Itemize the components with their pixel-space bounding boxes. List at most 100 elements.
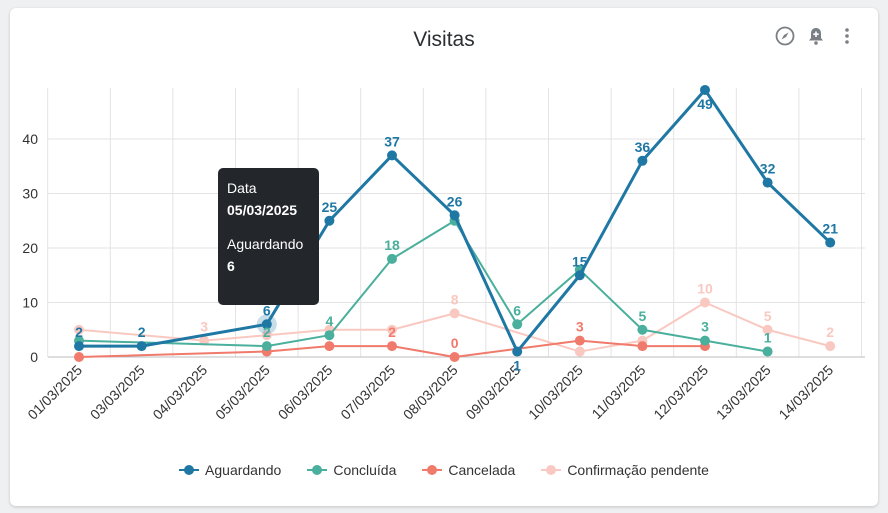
- data-point: [637, 341, 648, 352]
- x-tick-label: 13/03/2025: [713, 362, 774, 423]
- x-tick-label: 08/03/2025: [400, 362, 461, 423]
- data-label: 2: [138, 324, 146, 340]
- compass-icon[interactable]: [773, 24, 797, 48]
- data-point: [449, 210, 460, 221]
- data-label: 10: [697, 281, 713, 297]
- legend-marker: [541, 465, 562, 475]
- tooltip-value-date: 05/03/2025: [227, 202, 298, 218]
- y-tick-label: 10: [22, 295, 38, 311]
- data-label: 21: [822, 221, 838, 237]
- tooltip-label-series: Aguardando: [227, 236, 304, 252]
- legend-item[interactable]: Concluída: [307, 462, 396, 478]
- chart-title: Visitas: [413, 28, 475, 51]
- data-point: [762, 324, 773, 335]
- legend-label: Concluída: [333, 462, 397, 478]
- legend-item[interactable]: Aguardando: [179, 462, 281, 478]
- x-tick-label: 01/03/2025: [24, 362, 85, 423]
- data-label: 32: [760, 161, 776, 177]
- legend-label: Confirmação pendente: [567, 462, 709, 478]
- x-tick-label: 07/03/2025: [337, 362, 398, 423]
- data-label: 2: [75, 324, 83, 340]
- legend-item[interactable]: Cancelada: [422, 462, 515, 478]
- data-label: 6: [513, 302, 521, 318]
- data-point: [324, 215, 335, 226]
- x-tick-label: 04/03/2025: [149, 362, 210, 423]
- data-point: [512, 346, 523, 357]
- data-point: [387, 253, 397, 264]
- chart-legend: Aguardando Concluída Cancelada Confirmação …: [10, 462, 878, 478]
- data-point: [74, 324, 84, 335]
- data-point: [387, 341, 397, 352]
- data-point: [387, 324, 397, 335]
- data-label: 3: [701, 319, 709, 335]
- x-tick-label: 10/03/2025: [525, 362, 586, 423]
- legend-label: Aguardando: [205, 462, 282, 478]
- chart-tooltip: Data 05/03/2025 Aguardando 6: [218, 168, 319, 305]
- x-tick-label: 14/03/2025: [775, 362, 836, 423]
- series-line: [78, 219, 768, 353]
- data-label: 15: [572, 253, 588, 269]
- series-line: [78, 339, 705, 358]
- data-point: [574, 270, 585, 281]
- legend-marker: [422, 465, 443, 475]
- legend-item[interactable]: Confirmação pendente: [541, 462, 709, 478]
- data-label: 49: [697, 96, 713, 112]
- data-point: [700, 297, 710, 308]
- data-point: [261, 341, 272, 352]
- data-label: 1: [764, 330, 772, 346]
- data-point: [762, 177, 773, 188]
- data-label: 36: [635, 139, 651, 155]
- data-point: [324, 330, 335, 341]
- legend-label: Cancelada: [448, 462, 516, 478]
- x-tick-label: 12/03/2025: [650, 362, 711, 423]
- data-label: 4: [326, 313, 334, 329]
- x-tick-label: 03/03/2025: [87, 362, 148, 423]
- y-tick-label: 40: [22, 131, 38, 147]
- data-point: [449, 352, 460, 362]
- data-point: [74, 352, 84, 362]
- data-label: 8: [451, 291, 459, 307]
- data-point: [199, 335, 210, 346]
- data-label: 0: [451, 335, 459, 351]
- data-label: 2: [388, 324, 396, 340]
- data-point: [825, 237, 836, 248]
- data-point: [512, 319, 523, 330]
- data-point: [637, 324, 648, 335]
- data-label: 2: [826, 324, 834, 340]
- x-tick-label: 05/03/2025: [212, 362, 273, 423]
- x-tick-label: 06/03/2025: [275, 362, 336, 423]
- data-label: 3: [200, 319, 208, 335]
- legend-marker: [307, 465, 328, 475]
- highlight-ring: [256, 314, 277, 335]
- data-label: 18: [384, 237, 400, 253]
- series-line: [79, 88, 832, 354]
- more-vert-icon[interactable]: [835, 24, 859, 48]
- data-point: [700, 335, 710, 346]
- data-point: [387, 150, 397, 161]
- data-label: 6: [263, 302, 271, 318]
- data-label: 25: [322, 199, 338, 215]
- data-point: [825, 341, 836, 352]
- y-tick-label: 30: [22, 186, 38, 202]
- data-point: [700, 84, 710, 95]
- data-point: [261, 319, 272, 330]
- x-tick-label: 11/03/2025: [588, 362, 648, 422]
- data-point: [136, 341, 147, 352]
- data-point: [574, 335, 585, 346]
- data-label: 26: [447, 193, 463, 209]
- y-tick-label: 20: [22, 240, 38, 256]
- bell-plus-icon[interactable]: [804, 24, 828, 48]
- data-point: [74, 341, 84, 352]
- chart-card: Visitas 0 10 20 30 40 01/03/2025 03/03/2025 04/…: [10, 8, 878, 506]
- tooltip-label-date: Data: [227, 180, 257, 196]
- data-label: 2: [263, 324, 271, 340]
- y-tick-label: 0: [30, 349, 38, 365]
- data-label: 1: [513, 358, 521, 374]
- data-label: 5: [764, 308, 772, 324]
- data-point: [637, 155, 648, 166]
- data-label: 3: [576, 319, 584, 335]
- data-point: [762, 346, 773, 357]
- data-point: [449, 308, 460, 319]
- legend-marker: [179, 465, 200, 475]
